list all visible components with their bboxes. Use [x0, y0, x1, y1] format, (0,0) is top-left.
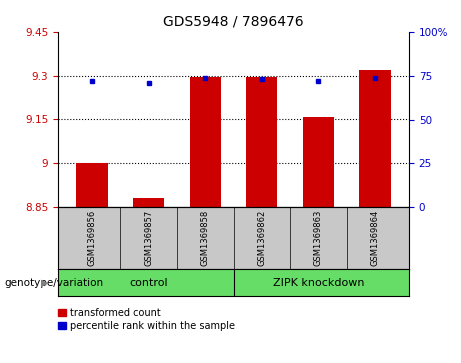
- Bar: [189, 77, 221, 207]
- Legend: transformed count, percentile rank within the sample: transformed count, percentile rank withi…: [58, 308, 235, 331]
- Bar: [360, 70, 390, 207]
- Text: GSM1369862: GSM1369862: [257, 210, 266, 266]
- Text: GSM1369864: GSM1369864: [371, 210, 379, 266]
- Bar: [303, 118, 334, 207]
- Text: GSM1369858: GSM1369858: [201, 210, 210, 266]
- Text: control: control: [129, 277, 168, 287]
- Bar: [77, 163, 107, 207]
- Text: genotype/variation: genotype/variation: [5, 277, 104, 287]
- Text: GSM1369856: GSM1369856: [88, 210, 96, 266]
- Bar: [246, 77, 278, 207]
- Text: ZIPK knockdown: ZIPK knockdown: [272, 277, 364, 287]
- Text: ▶: ▶: [41, 277, 49, 287]
- Text: GSM1369863: GSM1369863: [314, 210, 323, 266]
- Title: GDS5948 / 7896476: GDS5948 / 7896476: [163, 14, 304, 28]
- Bar: [133, 198, 164, 207]
- Text: GSM1369857: GSM1369857: [144, 210, 153, 266]
